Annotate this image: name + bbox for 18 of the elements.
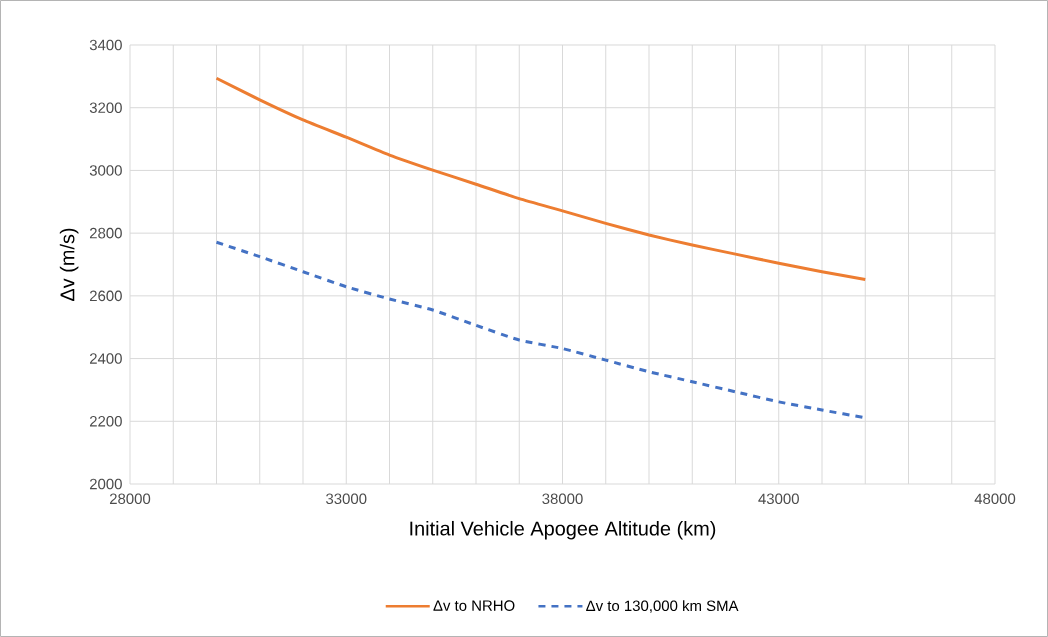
x-tick-label: 38000 xyxy=(542,493,583,505)
y-tick-label: 3400 xyxy=(89,39,122,51)
x-tick-label: 28000 xyxy=(109,493,151,505)
line-series xyxy=(215,76,867,282)
y-axis-title: Δv (m/s) xyxy=(59,228,79,301)
x-axis-title: Initial Vehicle Apogee Altitude (km) xyxy=(410,520,716,540)
legend-label: Δv to NRHO xyxy=(433,600,515,611)
x-tick-label: 43000 xyxy=(758,493,799,505)
y-tick-label: 2200 xyxy=(89,415,122,427)
y-tick-label: 3200 xyxy=(89,102,122,113)
y-tick-label: 2800 xyxy=(89,227,122,239)
legend-label: Δv to 130,000 km SMA xyxy=(586,600,739,613)
x-tick-label: 33000 xyxy=(326,493,367,505)
y-tick-label: 2600 xyxy=(89,290,122,302)
y-tick-label: 3000 xyxy=(89,165,122,176)
y-tick-label: 2400 xyxy=(89,353,122,364)
y-tick-label: 2000 xyxy=(89,478,122,490)
x-tick-label: 48000 xyxy=(974,493,1016,505)
